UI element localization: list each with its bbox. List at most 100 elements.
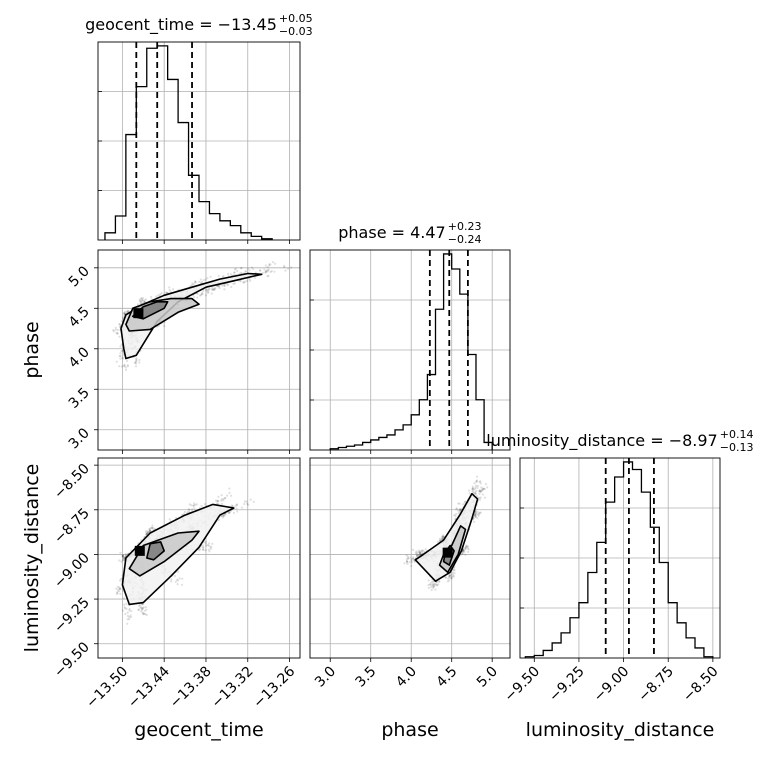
geocent_time-vs-phase-point: [248, 269, 251, 272]
phase-vs-luminosity_distance-point: [427, 586, 430, 590]
phase-vs-luminosity_distance-point: [465, 545, 468, 548]
geocent_time-vs-luminosity_distance-point: [121, 555, 125, 558]
geocent_time-vs-luminosity_distance-point: [153, 527, 156, 530]
phase-vs-luminosity_distance-point: [451, 573, 454, 576]
luminosity_distance-histogram: [524, 461, 714, 658]
geocent_time-vs-phase-point: [138, 300, 142, 303]
geocent_time-vs-phase-point: [211, 286, 214, 290]
geocent_time-vs-phase-point: [218, 285, 221, 288]
geocent_time-vs-luminosity_distance-point: [121, 554, 124, 557]
geocent_time-vs-phase-point: [283, 264, 286, 267]
phase-vs-luminosity_distance-point: [475, 484, 478, 487]
geocent_time-vs-luminosity_distance-point: [124, 607, 127, 610]
geocent_time-vs-phase-point: [143, 301, 146, 304]
geocent_time-vs-phase-point: [135, 357, 138, 360]
phase-vs-luminosity_distance-point: [436, 584, 439, 587]
phase-vs-luminosity_distance-point: [424, 548, 427, 551]
phase-vs-luminosity_distance-point: [473, 492, 476, 495]
geocent_time-vs-luminosity_distance-point: [124, 553, 127, 556]
geocent_time-vs-phase-point: [126, 365, 129, 368]
geocent_time-vs-phase-point: [138, 298, 141, 301]
geocent_time-vs-luminosity_distance-contour-2: [146, 541, 165, 561]
phase-vs-luminosity_distance-point: [474, 510, 477, 513]
phase-vs-luminosity_distance-point: [479, 496, 482, 499]
geocent_time-vs-phase-point: [150, 295, 153, 298]
phase-vs-luminosity_distance-point: [442, 534, 445, 537]
geocent_time-vs-luminosity_distance-point: [141, 611, 144, 614]
geocent_time-vs-luminosity_distance-point: [152, 528, 155, 531]
geocent_time-histogram: [104, 45, 273, 240]
phase-vs-luminosity_distance-point: [476, 517, 479, 520]
geocent_time-vs-luminosity_distance-point: [122, 597, 125, 600]
geocent_time-vs-phase-point: [118, 335, 121, 338]
geocent_time-vs-phase-point: [254, 271, 257, 274]
geocent_time-vs-phase-point: [252, 268, 255, 271]
geocent_time-vs-phase-point: [116, 332, 119, 335]
phase-vs-luminosity_distance-point: [475, 475, 479, 478]
phase-vs-luminosity_distance-point: [476, 484, 479, 488]
geocent_time-vs-luminosity_distance-point: [147, 531, 150, 534]
phase-vs-luminosity_distance-point: [483, 496, 486, 499]
geocent_time-vs-phase-point: [138, 361, 141, 364]
geocent_time-vs-phase-point: [139, 300, 142, 303]
geocent_time-vs-phase-point: [200, 280, 203, 284]
geocent_time-vs-phase-point: [211, 288, 214, 291]
geocent_time-vs-phase-point: [114, 328, 117, 331]
geocent_time-vs-luminosity_distance-point: [145, 532, 148, 536]
phase-vs-luminosity_distance-point: [451, 571, 454, 574]
geocent_time-vs-luminosity_distance-point: [183, 510, 187, 513]
geocent_time-vs-phase-point: [144, 298, 148, 301]
phase-vs-luminosity_distance-point: [410, 564, 413, 568]
geocent_time-vs-phase-point: [258, 269, 262, 272]
geocent_time-vs-phase-point: [201, 291, 204, 294]
geocent_time-vs-phase-point: [217, 285, 220, 288]
geocent_time-vs-phase-point: [266, 269, 269, 272]
phase-vs-luminosity_distance-point: [438, 537, 442, 540]
geocent_time-vs-phase-point: [245, 270, 248, 273]
geocent_time-vs-luminosity_distance-point: [116, 585, 119, 589]
phase-ytick-label: 4.5: [66, 304, 93, 331]
geocent_time-vs-luminosity_distance-point: [247, 503, 250, 506]
geocent_time-hist-frame: [97, 41, 301, 241]
luminosity_distance-title-sub: −0.13: [720, 441, 754, 454]
phase-vs-luminosity_distance-point: [463, 501, 466, 504]
geocent_time-vs-phase-point: [198, 280, 201, 283]
geocent_time-vs-luminosity_distance-point: [188, 508, 191, 511]
geocent_time-vs-phase-point: [124, 368, 128, 371]
phase-vs-luminosity_distance-point: [407, 557, 410, 560]
phase-vs-luminosity_distance-point: [436, 540, 439, 543]
geocent_time-vs-luminosity_distance-point: [143, 609, 146, 612]
geocent_time-vs-luminosity_distance-point: [222, 497, 225, 500]
phase-vs-luminosity_distance-point: [410, 558, 413, 561]
geocent_time-vs-phase-point: [217, 274, 220, 277]
phase-vs-luminosity_distance-point: [473, 482, 476, 485]
phase-xtick-label: 4.5: [433, 664, 460, 691]
geocent_time-vs-luminosity_distance-frame: [97, 457, 301, 659]
phase-vs-luminosity_distance-point: [481, 493, 484, 496]
phase-vs-luminosity_distance-point: [405, 560, 408, 563]
phase-ytick-label: 3.5: [66, 385, 93, 412]
geocent_time-vs-luminosity_distance-point: [119, 588, 122, 591]
luminosity_distance-xtick-label: −9.00: [591, 664, 633, 706]
geocent_time-vs-phase-point: [122, 312, 125, 315]
geocent_time-vs-luminosity_distance-point: [142, 613, 145, 616]
geocent_time-vs-phase-point: [163, 324, 166, 327]
phase-axis-label: phase: [381, 719, 438, 741]
geocent_time-vs-phase-point: [196, 296, 199, 299]
phase-vs-luminosity_distance-point: [450, 575, 454, 578]
phase-vs-luminosity_distance-point: [450, 577, 453, 580]
geocent_time-vs-phase-point: [157, 294, 160, 297]
geocent_time-vs-luminosity_distance-point: [216, 500, 219, 503]
geocent_time-vs-phase-point: [143, 300, 146, 303]
geocent_time-vs-luminosity_distance-point: [222, 499, 225, 502]
geocent_time-vs-phase-point: [127, 309, 130, 312]
phase-vs-luminosity_distance-point: [421, 549, 424, 552]
geocent_time-vs-phase-point: [212, 288, 215, 291]
phase-vs-luminosity_distance-point: [442, 536, 445, 539]
geocent_time-vs-luminosity_distance-point: [145, 532, 149, 536]
phase-hist-frame: [309, 249, 511, 451]
phase-vs-luminosity_distance-point: [453, 572, 456, 575]
geocent_time-vs-luminosity_distance-point: [138, 604, 141, 607]
geocent_time-vs-luminosity_distance-point: [149, 526, 152, 530]
